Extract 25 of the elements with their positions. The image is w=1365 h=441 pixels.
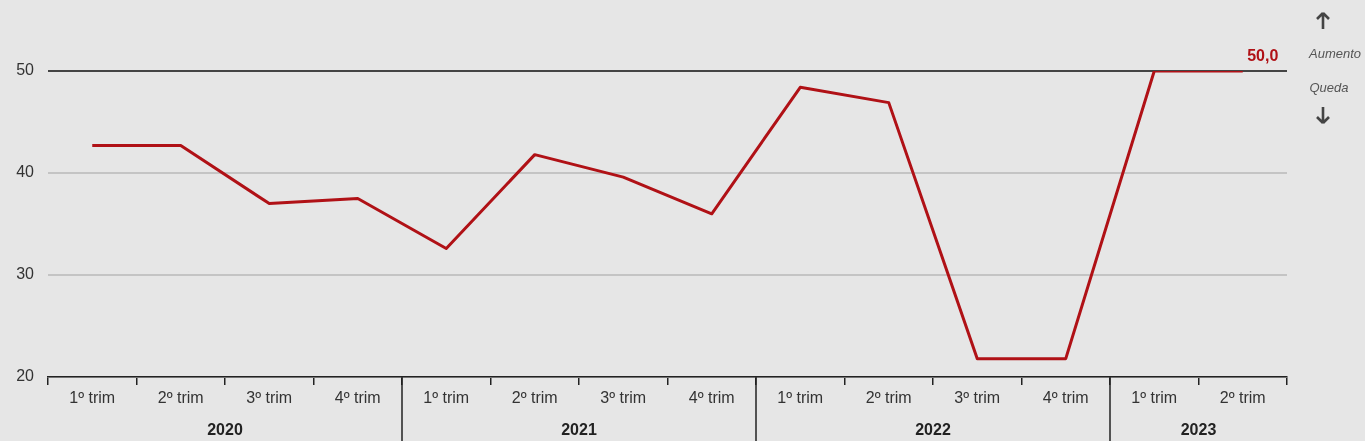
y-tick-label: 50	[16, 61, 35, 79]
y-tick-label: 40	[16, 163, 35, 181]
x-tick-label: 4º trim	[334, 389, 381, 407]
x-tick-label: 4º trim	[688, 389, 735, 407]
x-tick-label: 2º trim	[157, 389, 204, 407]
x-tick-label: 1º trim	[777, 389, 824, 407]
y-tick-label: 30	[16, 265, 35, 283]
x-tick-label: 2º trim	[865, 389, 912, 407]
data-label: 50,0	[1247, 47, 1279, 65]
x-tick-label: 3º trim	[600, 389, 647, 407]
text: 2023	[1180, 421, 1217, 439]
y-tick-label: 20	[16, 367, 35, 385]
x-tick-label: 2º trim	[511, 389, 558, 407]
text: Queda	[1309, 79, 1349, 95]
text: Aumento	[1307, 45, 1362, 61]
x-tick-label: 3º trim	[954, 389, 1001, 407]
x-tick-label: 1º trim	[1131, 389, 1178, 407]
text: 2022	[915, 421, 951, 439]
x-tick-label: 1º trim	[423, 389, 470, 407]
x-tick-label: 2º trim	[1219, 389, 1266, 407]
text: 2021	[561, 421, 597, 439]
x-tick-label: 3º trim	[246, 389, 293, 407]
text: 2020	[207, 421, 243, 439]
x-tick-label: 4º trim	[1042, 389, 1089, 407]
x-tick-label: 1º trim	[69, 389, 116, 407]
